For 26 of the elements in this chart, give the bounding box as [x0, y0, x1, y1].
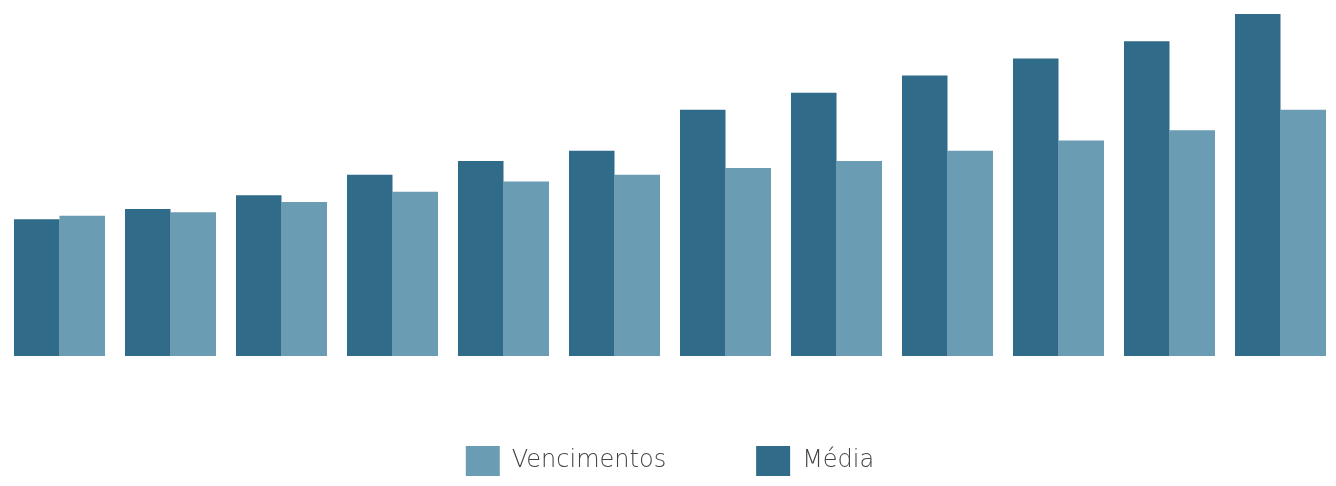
bar: [59, 215, 106, 356]
bar: [1012, 58, 1059, 356]
bar: [457, 161, 504, 356]
bar: [346, 174, 393, 356]
bar: [1234, 14, 1281, 356]
bar: [568, 150, 615, 356]
bar: [235, 195, 282, 356]
bar: [947, 150, 994, 356]
legend-label: Vencimentos: [511, 445, 667, 474]
bar: [614, 174, 661, 356]
bar: [503, 181, 550, 356]
bar: [281, 202, 328, 356]
bar: [1280, 109, 1327, 356]
bar: [790, 92, 837, 356]
bar: [1169, 130, 1216, 356]
bar: [170, 212, 217, 356]
bar: [1123, 41, 1170, 356]
bar: [836, 161, 883, 356]
bar: [124, 208, 171, 356]
bar: [679, 109, 726, 356]
bar: [725, 167, 772, 356]
bar: [901, 75, 948, 356]
bar: [1058, 140, 1105, 356]
bar: [392, 191, 439, 356]
bar: [13, 219, 60, 356]
legend-label: Média: [802, 445, 875, 474]
